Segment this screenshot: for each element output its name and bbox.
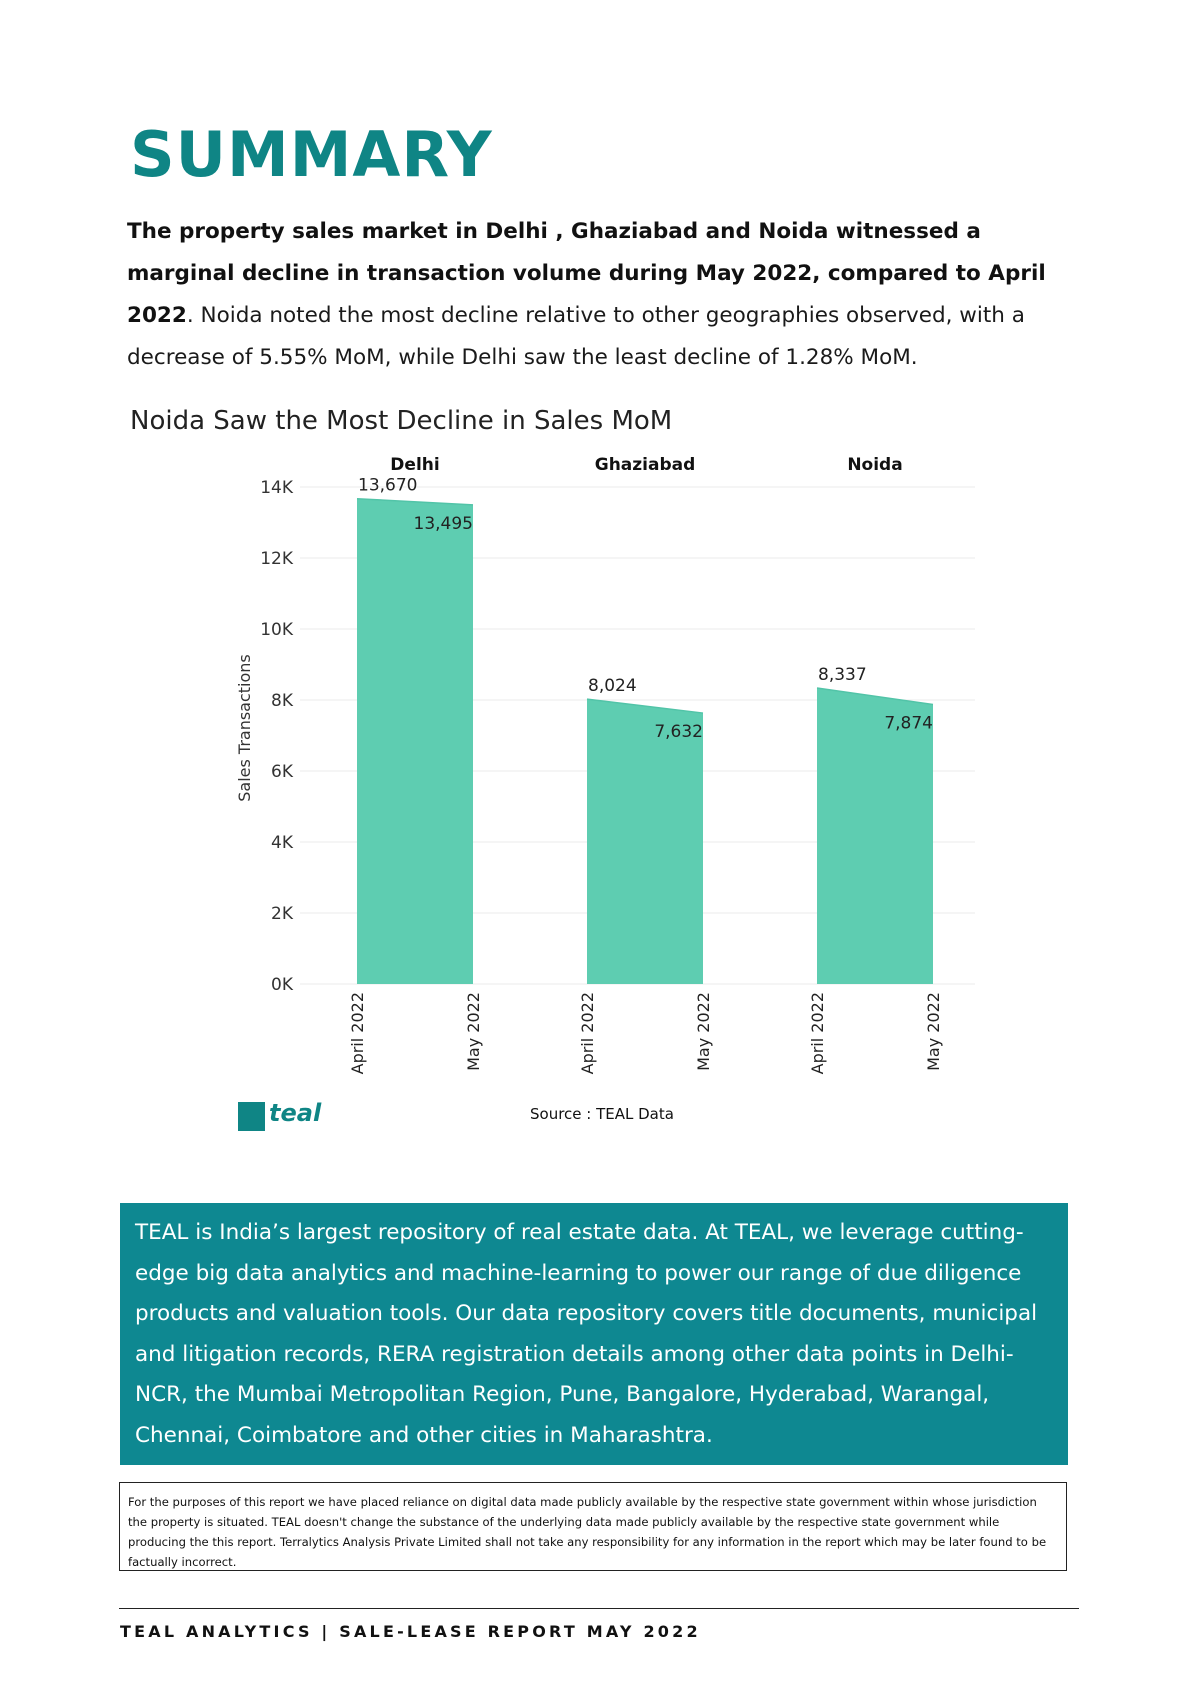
summary-paragraph: The property sales market in Delhi , Gha…	[127, 211, 1062, 379]
y-tick-label: 10K	[260, 620, 294, 640]
chart-title: Noida Saw the Most Decline in Sales MoM	[130, 406, 673, 436]
x-tick-label: April 2022	[578, 992, 597, 1074]
footer-divider	[119, 1608, 1079, 1609]
data-label: 7,874	[884, 713, 933, 733]
x-tick-label: April 2022	[348, 992, 367, 1074]
area-line-ghaziabad	[586, 698, 704, 714]
y-axis-label: Sales Transactions	[235, 654, 254, 802]
data-label: 7,632	[654, 722, 703, 742]
data-label: 8,337	[818, 665, 867, 685]
page-title: SUMMARY	[130, 118, 493, 191]
data-label: 8,024	[588, 676, 637, 696]
area-noida	[817, 688, 933, 984]
disclaimer-box: For the purposes of this report we have …	[119, 1482, 1067, 1571]
area-ghaziabad	[587, 699, 703, 984]
teal-logo-mark	[238, 1102, 265, 1131]
summary-text: . Noida noted the most decline relative …	[127, 303, 1025, 370]
about-teal-box: TEAL is India’s largest repository of re…	[120, 1203, 1068, 1465]
area-delhi	[357, 498, 473, 984]
sales-area-chart: 0K 2K 4K 6K 8K 10K 12K 14K Sales Transactions Del…	[235, 455, 975, 1074]
chart-source: Source : TEAL Data	[530, 1105, 674, 1123]
teal-logo: teal	[238, 1099, 348, 1132]
x-tick-label: May 2022	[924, 992, 943, 1071]
footer-text: TEAL ANALYTICS | SALE-LEASE REPORT MAY 2…	[120, 1622, 701, 1641]
panel-title-noida: Noida	[847, 455, 902, 475]
panel-title-ghaziabad: Ghaziabad	[595, 455, 696, 475]
data-label: 13,670	[358, 476, 417, 496]
y-tick-label: 4K	[271, 833, 294, 853]
area-line-delhi	[356, 497, 474, 506]
disclaimer-text: For the purposes of this report we have …	[128, 1495, 1047, 1569]
y-tick-label: 2K	[271, 904, 294, 924]
x-tick-label: May 2022	[694, 992, 713, 1071]
y-tick-label: 0K	[271, 975, 294, 995]
y-tick-label: 12K	[260, 549, 294, 569]
x-tick-label: April 2022	[808, 992, 827, 1074]
data-label: 13,495	[414, 514, 473, 534]
x-tick-label: May 2022	[464, 992, 483, 1071]
summary-bold-text: The property sales market in Delhi , Gha…	[127, 219, 1046, 328]
y-tick-label: 6K	[271, 762, 294, 782]
teal-logo-text: teal	[269, 1099, 322, 1127]
panel-title-delhi: Delhi	[390, 455, 439, 475]
about-text: TEAL is India’s largest repository of re…	[135, 1220, 1038, 1448]
area-line-noida	[816, 687, 934, 706]
y-tick-label: 8K	[271, 691, 294, 711]
y-tick-label: 14K	[260, 478, 294, 498]
